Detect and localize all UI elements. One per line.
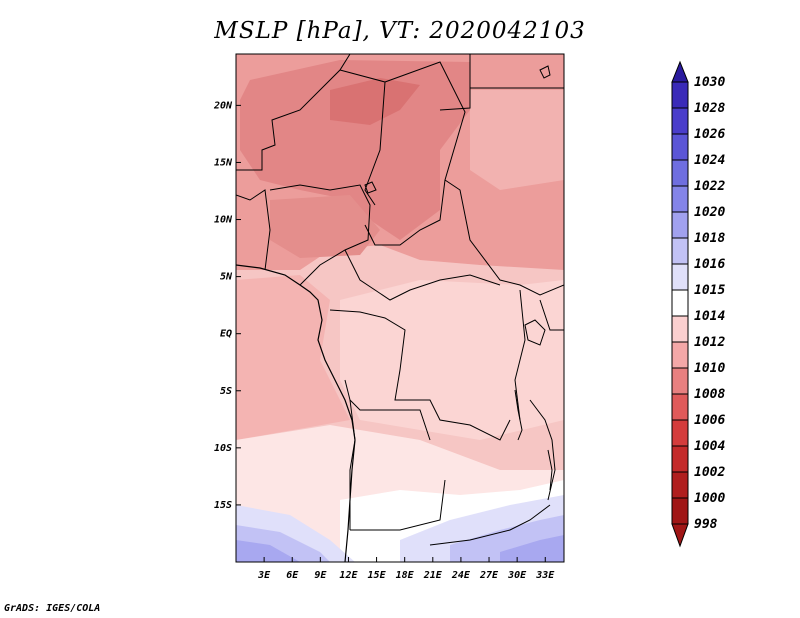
border-libya-egypt [439,54,471,111]
colorbar-swatch [671,159,689,187]
colorbar-label: 1024 [694,153,725,168]
lon-tick-label: 12E [339,570,358,581]
colorbar-label: 998 [694,517,718,532]
colorbar-label: 1004 [694,439,725,454]
colorbar-label: 1022 [694,179,725,194]
lat-tick-label: 15N [214,157,233,168]
colorbar-swatch [671,81,689,109]
lat-tick-label: 20N [213,100,233,111]
lake-malawi [547,449,553,491]
map-frame [235,53,565,563]
colorbar-label: 1008 [694,387,725,402]
border-benin-togo [236,189,271,271]
colorbar-label: 1012 [694,335,725,350]
figure-title: MSLP [hPa], VT: 2020042103 [214,18,586,44]
colorbar-label: 1000 [694,491,725,506]
longitude-axis: 3E 6E 9E 12E 15E 18E 21E 24E 27E 30E 33E [257,557,555,581]
pressure-field [236,54,564,562]
field-1018-se [500,535,564,562]
colorbar-label: 1028 [694,101,725,116]
colorbar-swatch [671,263,689,291]
lat-tick-label: 10S [214,443,232,454]
colorbar-label: 1002 [694,465,725,480]
lon-tick-label: 24E [451,570,471,581]
border-nigeria [269,184,371,286]
border-great-lakes [514,289,526,421]
field-1010-east [470,90,564,190]
lat-tick-label: 5N [220,272,233,283]
lat-tick-label: 15S [214,500,232,511]
footer-credit: GrADS: IGES/COLA [4,603,101,614]
lake-nasser [539,65,551,79]
colorbar-label: 1018 [694,231,725,246]
field-1012-center [340,280,564,440]
border-uganda-kenya [539,299,564,331]
lon-tick-label: 15E [368,570,387,581]
colorbar-swatch [671,237,689,265]
colorbar-label: 1015 [694,283,725,298]
latitude-axis: 20N 15N 10N 5N EQ 5S 10S 15S [213,100,241,511]
border-tanzania-malawi [529,399,556,501]
colorbar-swatch [671,471,689,499]
border-angola-namibia [350,479,446,531]
lon-tick-label: 33E [535,570,555,581]
country-borders [236,54,564,546]
coastline-west [236,264,356,562]
border-sudan-south [444,179,564,296]
lon-tick-label: 27E [479,570,499,581]
colorbar-label: 1006 [694,413,725,428]
lon-tick-label: 30E [507,570,527,581]
lat-tick-label: 5S [220,386,232,397]
border-angola-north [344,379,431,441]
colorbar-label: 1010 [694,361,725,376]
colorbar-swatch [671,289,689,317]
lon-tick-label: 21E [423,570,443,581]
lake-chad [364,181,377,194]
colorbar-swatch [671,419,689,447]
colorbar-label: 1020 [694,205,725,220]
lon-tick-label: 9E [314,570,327,581]
colorbar-label: 1016 [694,257,725,272]
colorbar-swatch [671,393,689,421]
lon-tick-label: 3E [257,570,271,581]
field-1006-nigeria [270,195,380,258]
border-chad-sudan [364,61,466,246]
colorbar-label: 1014 [694,309,725,324]
field-1006-core [240,60,470,240]
colorbar-top-arrow [671,60,689,83]
lakes [364,65,553,491]
lon-tick-label: 18E [396,570,415,581]
lake-victoria [524,319,546,346]
colorbar-swatch [671,341,689,369]
border-zambia-south [429,504,551,546]
colorbar-label: 1026 [694,127,725,142]
border-mali-algeria [236,54,351,171]
field-1004-patch [330,78,420,125]
colorbar-label: 1030 [694,75,725,90]
lat-tick-label: 10N [214,215,233,226]
colorbar-swatch [671,445,689,473]
lat-tick-label: EQ [220,329,232,340]
colorbar-swatch [671,367,689,395]
colorbar-swatch [671,497,689,525]
colorbar-swatch [671,211,689,239]
border-car [344,249,501,301]
colorbar-swatch [671,133,689,161]
lake-tanganyika [514,389,523,441]
border-congo [329,309,511,441]
colorbar-bottom-arrow [671,523,689,548]
border-niger-chad [339,69,386,206]
colorbar-swatch [671,315,689,343]
colorbar-swatch [671,185,689,213]
lon-tick-label: 6E [286,570,299,581]
field-1018-sw [236,540,300,562]
colorbar-swatch [671,107,689,135]
colorbar: 1030 1028 1026 1024 1022 1020 1018 1016 1015 1014… [671,60,725,548]
